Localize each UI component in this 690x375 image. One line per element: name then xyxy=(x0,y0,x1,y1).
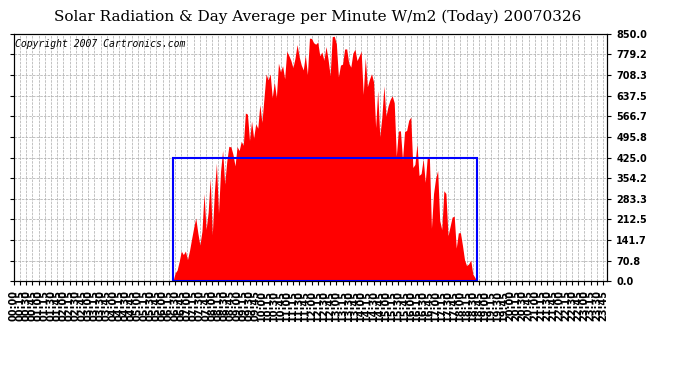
Bar xyxy=(173,158,477,281)
Text: Copyright 2007 Cartronics.com: Copyright 2007 Cartronics.com xyxy=(15,39,186,49)
Text: Solar Radiation & Day Average per Minute W/m2 (Today) 20070326: Solar Radiation & Day Average per Minute… xyxy=(54,9,581,24)
